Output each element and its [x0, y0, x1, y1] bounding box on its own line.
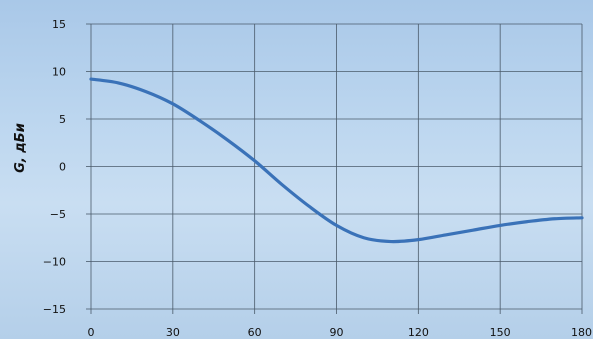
- x-tick-label: 90: [330, 326, 344, 339]
- y-tick-label: −15: [43, 303, 66, 316]
- x-tick-label: 30: [166, 326, 180, 339]
- y-tick-label: −10: [43, 256, 66, 269]
- y-tick-label: 5: [59, 113, 66, 126]
- x-tick-label: 60: [248, 326, 262, 339]
- x-tick-label: 180: [571, 326, 592, 339]
- y-tick-label: 0: [59, 161, 66, 174]
- y-axis-label: G, дБи: [13, 123, 28, 173]
- y-tick-label: 10: [52, 66, 66, 79]
- grid: [86, 23, 583, 314]
- y-tick-labels: 15 10 5 0 −5 −10 −15: [43, 18, 66, 316]
- y-tick-label: −5: [50, 208, 66, 221]
- series-layer: [89, 77, 584, 244]
- x-tick-label: 0: [88, 326, 95, 339]
- x-tick-label: 120: [408, 326, 429, 339]
- x-tick-labels: 0 30 60 90 120 150 180: [88, 326, 593, 339]
- series-line: [89, 77, 584, 244]
- x-tick-label: 150: [490, 326, 511, 339]
- y-tick-label: 15: [52, 18, 66, 31]
